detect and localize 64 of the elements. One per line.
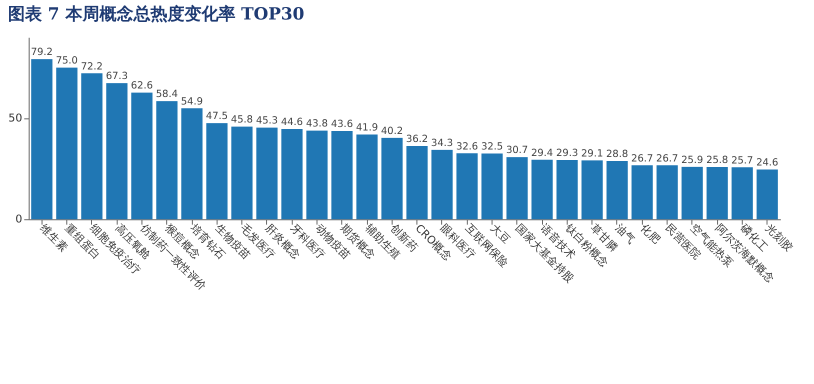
bar: [156, 101, 178, 220]
data-label: 47.5: [206, 111, 228, 122]
data-label: 43.6: [330, 119, 353, 130]
bar: [31, 59, 52, 220]
bar: [81, 73, 102, 220]
data-label: 25.9: [681, 154, 704, 166]
bar: [181, 108, 203, 220]
bar: [306, 130, 328, 220]
data-label: 43.8: [306, 118, 328, 130]
bar: [682, 166, 703, 220]
data-label: 72.2: [80, 61, 103, 72]
data-label: 79.2: [30, 47, 53, 58]
bar: [331, 131, 353, 220]
bar: [231, 126, 253, 220]
bar: [56, 68, 78, 220]
y-tick-label: 0: [15, 212, 22, 226]
bar: [131, 92, 153, 220]
bar: [756, 169, 778, 220]
data-label: 26.7: [656, 153, 678, 164]
bar: [706, 167, 728, 220]
bar: [106, 83, 128, 220]
bar: [506, 157, 528, 220]
bar: [556, 160, 578, 220]
data-label: 45.3: [256, 116, 278, 127]
bar: [531, 160, 553, 220]
bar: [256, 128, 278, 220]
bar: [732, 167, 753, 220]
data-label: 45.8: [230, 114, 253, 126]
data-label: 29.1: [581, 148, 604, 160]
data-label: 34.3: [431, 138, 454, 149]
y-tick-label: 50: [8, 112, 22, 125]
data-label: 25.8: [706, 155, 728, 166]
data-label: 62.6: [130, 80, 153, 92]
data-label: 25.7: [731, 155, 754, 166]
chart-title: 图表 7 本周概念总热度变化率 TOP30: [8, 3, 304, 24]
data-label: 41.9: [356, 122, 378, 134]
x-tick-label: 化肥: [638, 222, 663, 246]
data-label: 26.7: [631, 153, 654, 164]
data-label: 32.5: [481, 142, 504, 153]
data-label: 54.9: [180, 96, 203, 108]
data-label: 44.6: [280, 117, 303, 128]
bar: [456, 153, 478, 220]
data-label: 75.0: [56, 56, 78, 67]
bar: [582, 160, 603, 220]
bar: [206, 123, 228, 220]
data-label: 40.2: [381, 126, 404, 137]
bar: [406, 146, 428, 220]
data-label: 58.4: [156, 89, 178, 100]
data-label: 36.2: [406, 134, 428, 146]
data-label: 67.3: [106, 71, 128, 82]
data-label: 30.7: [506, 145, 528, 156]
bar: [481, 154, 503, 220]
data-label: 29.3: [556, 148, 578, 160]
bar: [431, 150, 453, 220]
bar: [656, 165, 678, 220]
bar: [356, 134, 378, 220]
data-label: 28.8: [606, 149, 628, 160]
data-label: 32.6: [456, 141, 478, 152]
bar: [606, 160, 628, 220]
bar: [381, 138, 403, 220]
bar: [632, 165, 653, 220]
bar: [281, 129, 303, 220]
data-label: 29.4: [531, 148, 554, 159]
data-label: 24.6: [756, 158, 778, 169]
